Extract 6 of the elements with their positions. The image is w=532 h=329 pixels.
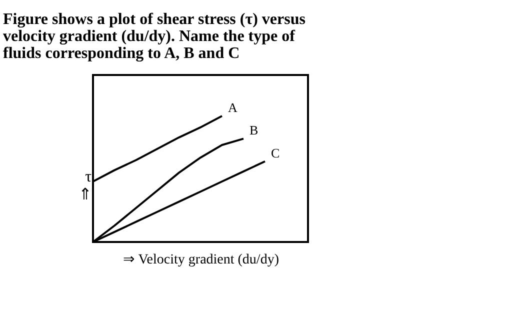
x-axis-title: ⇒ Velocity gradient (du/dy) — [123, 252, 280, 268]
series-label: A — [228, 100, 238, 115]
chart-title: Figure shows a plot of shear stress (τ) versus velocity gradient (du/dy). Name the type of fluids corresponding to A, B and C — [3, 11, 306, 62]
series-label: B — [250, 122, 258, 138]
y-axis-title: τ ⇑ — [78, 168, 92, 204]
series-label: C — [271, 145, 280, 160]
